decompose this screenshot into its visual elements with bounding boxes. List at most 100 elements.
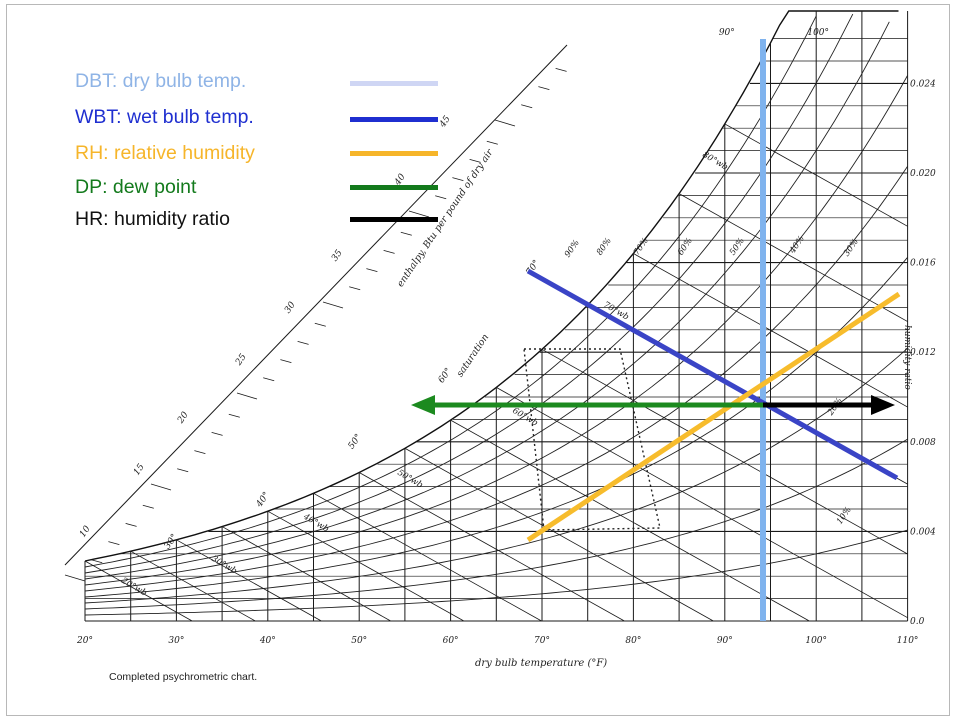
y-tick-label: 0.012 — [910, 348, 936, 358]
legend-rh-text: relative humidity — [108, 142, 255, 164]
x-tick-label: 110° — [897, 636, 919, 646]
enthalpy-scale — [64, 44, 568, 566]
y-tick-label: 0.020 — [910, 169, 936, 179]
x-tick-label: 40° — [259, 636, 276, 646]
chart-grid — [64, 10, 909, 622]
rh-label: 80% — [595, 236, 614, 257]
legend-wbt: WBT: wet bulb temp. — [75, 105, 254, 129]
enthalpy-tick — [177, 468, 189, 473]
x-tick-label: 70° — [534, 636, 550, 646]
enthalpy-tick — [150, 483, 172, 491]
wetbulb-gridline — [221, 526, 391, 622]
x-tick-label: 50° — [351, 636, 367, 646]
enthalpy-tick-label: 15 — [132, 462, 147, 477]
legend-dp: DP: dew point — [75, 175, 196, 199]
wetbulb-gridline — [267, 510, 465, 622]
rh-curve — [84, 15, 817, 568]
enthalpy-tick — [263, 377, 275, 382]
x-tick-label: 90° — [717, 636, 733, 646]
wetbulb-gridline — [678, 193, 908, 322]
saturation-label: saturation — [455, 332, 492, 379]
rh-label: 10% — [835, 505, 854, 526]
figure-caption: Completed psychrometric chart. — [109, 671, 258, 683]
enthalpy-tick-label: 30 — [283, 300, 298, 315]
legend-hr-prefix: HR: — [75, 208, 109, 230]
y-tick-label: 0.004 — [910, 527, 936, 537]
rh-curve — [84, 529, 908, 616]
rh-curve — [84, 75, 908, 586]
legend-rh: RH: relative humidity — [75, 141, 255, 165]
wetbulb-gridline — [84, 560, 193, 622]
x-tick-label: 60° — [443, 636, 459, 646]
enthalpy-tick — [108, 541, 120, 545]
x-axis-title: dry bulb temperature (°F) — [475, 658, 608, 669]
dp-arrow-head — [411, 395, 435, 415]
rh-curve — [84, 347, 908, 604]
enthalpy-tick — [494, 119, 516, 127]
enthalpy-tick — [469, 159, 481, 163]
rh-label: 90% — [563, 238, 582, 259]
enthalpy-tick-label: 45 — [437, 114, 452, 130]
legend-hr-swatch — [350, 217, 438, 222]
enthalpy-tick — [314, 322, 326, 327]
enthalpy-tick-label: 20 — [175, 410, 190, 426]
wetbulb-gridline — [359, 472, 625, 622]
legend-dp-text: dew point — [107, 176, 197, 198]
enthalpy-tick — [486, 140, 498, 145]
enthalpy-tick — [452, 177, 464, 181]
y-tick-label: 0.024 — [910, 79, 936, 89]
enthalpy-tick — [538, 86, 550, 90]
x-tick-label: 100° — [805, 636, 827, 646]
enthalpy-tick — [555, 68, 567, 72]
rh-line — [526, 291, 901, 543]
wetbulb-gridline — [404, 447, 714, 622]
slide-frame: 20° 30° 40° 50° 60° 70° 80° 90° 100° 110° 90° 100° 0… — [6, 4, 950, 716]
enthalpy-tick — [400, 231, 412, 236]
saturation-tick-label: 40° — [254, 490, 272, 510]
wbt-line — [526, 268, 899, 481]
saturation-tick-label: 30° — [163, 532, 180, 551]
legend-dp-swatch — [350, 185, 438, 190]
enthalpy-tick — [236, 392, 258, 400]
rh-label: 70% — [632, 236, 651, 257]
enthalpy-tick — [228, 413, 240, 418]
enthalpy-tick-label: 25 — [233, 352, 248, 368]
enthalpy-tick — [211, 432, 223, 436]
enthalpy-tick — [194, 450, 206, 454]
legend-dbt-swatch — [350, 81, 438, 86]
enthalpy-tick-label: 35 — [330, 248, 345, 263]
wetbulb-gridline — [541, 348, 908, 555]
enthalpy-tick — [297, 341, 309, 345]
saturation-tick-label: 50° — [347, 432, 364, 451]
rh-curve — [84, 13, 854, 574]
wetbulb-gridline — [450, 419, 810, 622]
enthalpy-tick — [64, 574, 86, 582]
psychrometric-chart: 20° 30° 40° 50° 60° 70° 80° 90° 100° 110° 90° 100° 0… — [64, 10, 936, 646]
legend-rh-swatch — [350, 151, 438, 156]
legend-hr: HR: humidity ratio — [75, 207, 230, 231]
wetbulb-gridline — [633, 253, 908, 408]
x-tick-label: 80° — [625, 636, 641, 646]
enthalpy-tick — [521, 104, 533, 109]
top-tick-label: 90° — [719, 28, 735, 38]
legend-dbt-text: dry bulb temp. — [117, 70, 247, 92]
legend-dbt-prefix: DBT: — [75, 70, 118, 92]
wetbulb-gridline — [496, 387, 908, 619]
enthalpy-tick — [408, 210, 430, 218]
hr-arrow-head — [871, 395, 895, 415]
enthalpy-tick — [91, 559, 103, 564]
rh-label: 50% — [728, 236, 747, 257]
legend-wbt-prefix: WBT: — [75, 106, 122, 128]
y-axis-title: humidity ratio — [902, 325, 912, 390]
legend-dbt: DBT: dry bulb temp. — [75, 69, 246, 93]
wetbulb-gridline — [130, 550, 256, 622]
legend-rh-prefix: RH: — [75, 142, 109, 164]
rh-curve — [84, 257, 908, 598]
enthalpy-tick — [142, 504, 154, 509]
enthalpy-tick — [322, 301, 344, 309]
enthalpy-tick — [125, 523, 137, 527]
wb-label: 50°wb — [395, 468, 424, 491]
y-tick-label: 0.008 — [910, 438, 936, 448]
x-tick-label: 30° — [168, 636, 184, 646]
x-tick-label: 20° — [76, 636, 93, 646]
